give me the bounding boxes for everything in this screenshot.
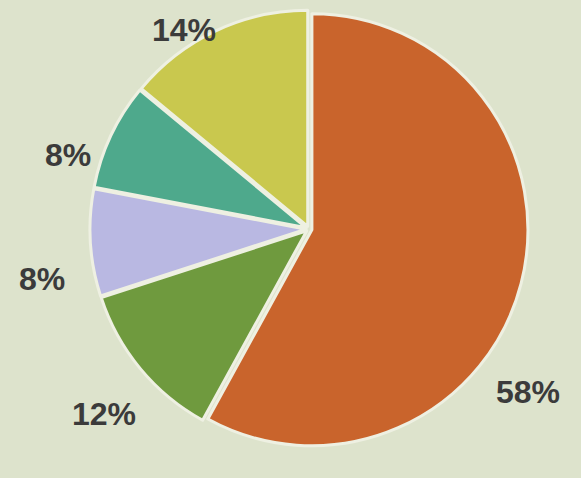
- background: [0, 0, 581, 478]
- pie-slice: [141, 10, 307, 226]
- data-label: 8%: [19, 261, 65, 297]
- data-label: 12%: [72, 396, 136, 432]
- data-label: 14%: [152, 12, 216, 48]
- data-label: 58%: [496, 374, 560, 410]
- pie-chart: 58% 12% 8% 8% 14%: [0, 0, 581, 478]
- slices: [90, 10, 528, 445]
- labels: 58% 12% 8% 8% 14%: [19, 12, 560, 432]
- data-label: 8%: [45, 137, 91, 173]
